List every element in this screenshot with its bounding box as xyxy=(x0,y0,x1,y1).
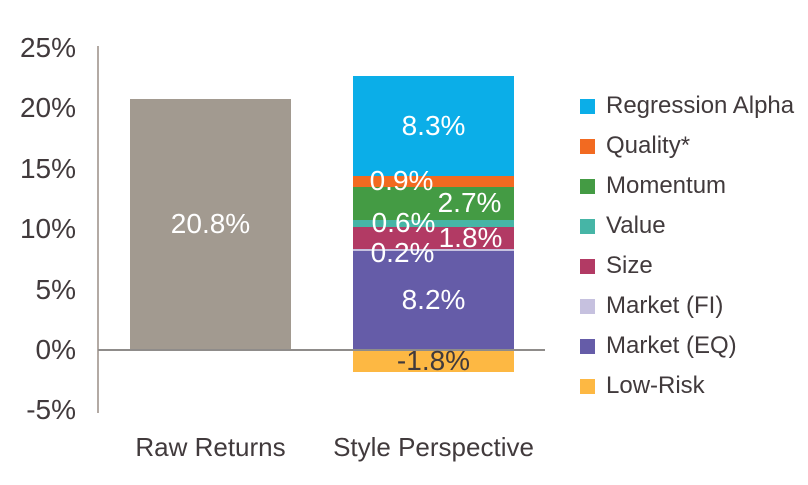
legend-swatch xyxy=(580,218,595,234)
legend-label: Momentum xyxy=(606,172,727,199)
y-tick-label: 20% xyxy=(19,92,76,124)
y-tick-label: 5% xyxy=(35,273,76,305)
legend-label: Value xyxy=(606,212,666,239)
legend-item: Regression Alpha xyxy=(580,90,794,122)
legend-label: Regression Alpha xyxy=(606,92,795,119)
legend-label: Market (FI) xyxy=(606,292,724,319)
legend-label: Market (EQ) xyxy=(606,332,737,359)
x-category-label: Raw Returns xyxy=(135,432,286,462)
bar-segment xyxy=(130,98,291,350)
y-tick-label: 15% xyxy=(19,152,76,184)
zero-baseline xyxy=(98,349,545,351)
y-tick-label: 0% xyxy=(35,334,76,365)
bar-segment xyxy=(353,75,514,177)
legend-swatch xyxy=(580,378,595,394)
legend-swatch xyxy=(580,258,595,274)
bar-segment xyxy=(353,248,514,251)
legend-item: Market (FI) xyxy=(580,290,723,322)
legend-swatch xyxy=(580,178,595,194)
segment-value-label: 0.6% xyxy=(371,207,436,239)
legend-swatch xyxy=(580,338,595,354)
bar-segment xyxy=(353,350,514,372)
bar-segment xyxy=(353,176,514,187)
x-category-label: Style Perspective xyxy=(333,432,534,462)
segment-value-label: -1.8% xyxy=(396,344,471,376)
legend-swatch xyxy=(580,98,595,114)
legend-swatch xyxy=(580,298,595,314)
segment-value-label: 8.2% xyxy=(401,284,466,316)
y-tick-label: 25% xyxy=(19,32,76,63)
legend-label: Size xyxy=(606,252,653,279)
legend-label: Quality* xyxy=(606,132,691,159)
legend-item: Market (EQ) xyxy=(580,330,737,362)
legend-swatch xyxy=(580,138,595,154)
legend-item: Low-Risk xyxy=(580,370,705,402)
bar-segment xyxy=(353,186,514,220)
y-tick-label: 10% xyxy=(19,213,76,245)
bar-segment xyxy=(353,219,514,227)
legend-item: Quality* xyxy=(580,130,690,162)
bar-segment xyxy=(353,226,514,249)
segment-value-label: 0.2% xyxy=(370,236,435,268)
y-tick-label: -5% xyxy=(26,394,76,426)
segment-value-label: 2.7% xyxy=(437,187,502,219)
legend-label: Low-Risk xyxy=(606,372,705,399)
segment-value-label: 1.8% xyxy=(438,221,503,253)
segment-value-label: 20.8% xyxy=(170,208,251,240)
segment-value-label: 8.3% xyxy=(401,109,466,141)
legend-item: Value xyxy=(580,210,666,242)
legend-item: Size xyxy=(580,250,653,282)
legend-item: Momentum xyxy=(580,170,726,202)
y-axis-line xyxy=(97,46,99,413)
bar-segment xyxy=(353,250,514,350)
segment-value-label: 0.9% xyxy=(369,165,434,197)
